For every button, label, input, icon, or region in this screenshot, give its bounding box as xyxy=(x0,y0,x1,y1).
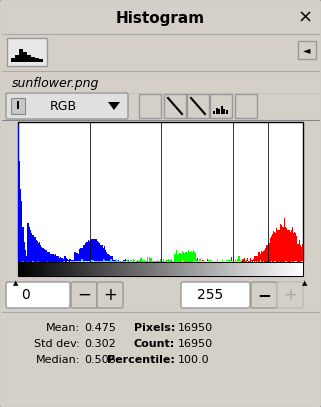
Bar xyxy=(23,52,27,62)
Text: Histogram: Histogram xyxy=(116,11,205,26)
FancyBboxPatch shape xyxy=(164,94,186,118)
Bar xyxy=(221,106,222,114)
Text: 100.0: 100.0 xyxy=(178,355,210,365)
Text: ×: × xyxy=(298,9,313,27)
FancyBboxPatch shape xyxy=(6,282,70,308)
Text: 16950: 16950 xyxy=(178,339,213,349)
Bar xyxy=(11,58,14,62)
Text: 0.302: 0.302 xyxy=(84,339,116,349)
Bar xyxy=(35,58,39,62)
Bar xyxy=(19,49,22,62)
Text: RGB: RGB xyxy=(49,99,77,112)
Bar xyxy=(31,57,34,62)
FancyBboxPatch shape xyxy=(235,94,257,118)
Text: sunflower.png: sunflower.png xyxy=(12,77,100,90)
Text: +: + xyxy=(283,286,297,304)
Polygon shape xyxy=(108,102,120,110)
Bar xyxy=(2,35,319,70)
Text: 0.475: 0.475 xyxy=(84,323,116,333)
Text: Std dev:: Std dev: xyxy=(34,339,80,349)
Text: −: − xyxy=(257,286,271,304)
Bar xyxy=(225,110,228,114)
Bar xyxy=(2,2,319,34)
Text: 0.506: 0.506 xyxy=(84,355,116,365)
Bar xyxy=(18,263,303,276)
FancyBboxPatch shape xyxy=(181,282,250,308)
Text: ▲: ▲ xyxy=(13,280,19,286)
Bar xyxy=(15,55,19,62)
FancyBboxPatch shape xyxy=(139,94,161,118)
Text: 0: 0 xyxy=(21,288,30,302)
Bar xyxy=(39,59,42,62)
Bar xyxy=(27,55,30,62)
Text: Count:: Count: xyxy=(134,339,175,349)
FancyBboxPatch shape xyxy=(97,282,123,308)
FancyBboxPatch shape xyxy=(298,41,316,59)
Text: Median:: Median: xyxy=(36,355,80,365)
Text: ▲: ▲ xyxy=(302,280,308,286)
Bar xyxy=(215,108,218,114)
Text: +: + xyxy=(103,286,117,304)
Bar xyxy=(223,109,225,114)
Text: Percentile:: Percentile: xyxy=(107,355,175,365)
Text: Mean:: Mean: xyxy=(46,323,80,333)
FancyBboxPatch shape xyxy=(6,93,128,119)
Bar xyxy=(218,109,220,114)
FancyBboxPatch shape xyxy=(7,38,47,66)
Bar xyxy=(18,122,303,262)
Bar xyxy=(213,111,215,114)
FancyBboxPatch shape xyxy=(71,282,97,308)
FancyBboxPatch shape xyxy=(187,94,209,118)
FancyBboxPatch shape xyxy=(277,282,303,308)
Text: ◄: ◄ xyxy=(303,45,311,55)
Text: −: − xyxy=(77,286,91,304)
FancyBboxPatch shape xyxy=(210,94,232,118)
Text: 255: 255 xyxy=(197,288,223,302)
FancyBboxPatch shape xyxy=(251,282,277,308)
Text: 16950: 16950 xyxy=(178,323,213,333)
Text: I: I xyxy=(16,101,20,111)
Text: Pixels:: Pixels: xyxy=(134,323,175,333)
Bar xyxy=(11,98,25,114)
